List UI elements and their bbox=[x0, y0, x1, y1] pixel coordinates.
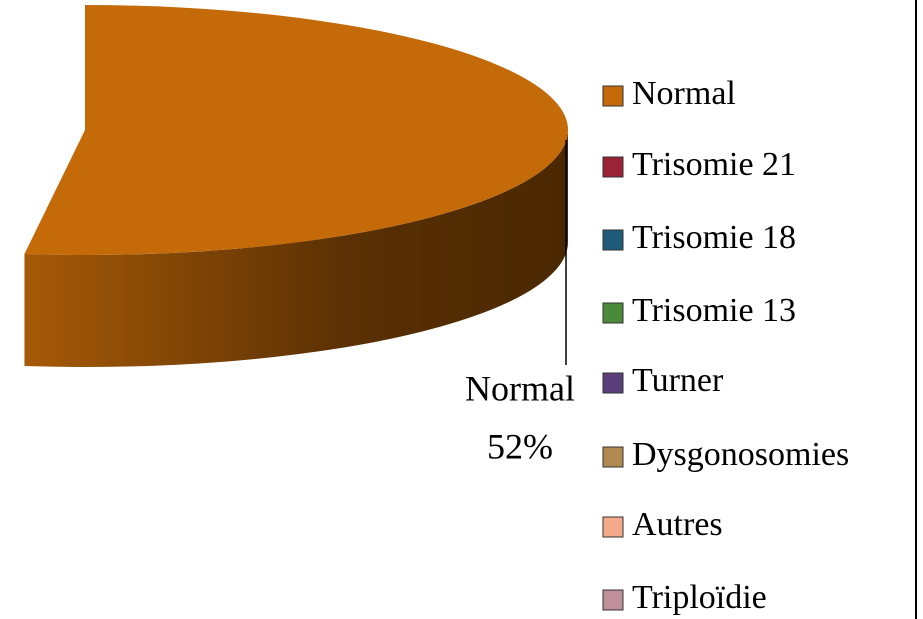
legend-label: Triploïdie bbox=[632, 579, 767, 616]
data-label-value: 52% bbox=[487, 426, 553, 466]
legend-swatch bbox=[602, 302, 624, 324]
legend-label: Autres bbox=[632, 506, 723, 543]
legend-swatch bbox=[602, 446, 624, 468]
legend-label: Trisomie 13 bbox=[632, 292, 796, 329]
legend-label: Trisomie 21 bbox=[632, 146, 796, 183]
legend-label: Turner bbox=[632, 362, 724, 399]
legend-swatch bbox=[602, 85, 624, 107]
legend-swatch bbox=[602, 516, 624, 538]
legend-swatch bbox=[602, 156, 624, 178]
legend-swatch bbox=[602, 229, 624, 251]
pie-slice bbox=[24, 5, 568, 255]
legend-label: Dysgonosomies bbox=[632, 436, 849, 473]
legend-label: Normal bbox=[632, 75, 736, 112]
legend-swatch bbox=[602, 372, 624, 394]
legend-label: Trisomie 18 bbox=[632, 219, 796, 256]
pie-side bbox=[24, 130, 568, 367]
data-label-name: Normal bbox=[465, 368, 575, 408]
legend-swatch bbox=[602, 589, 624, 611]
